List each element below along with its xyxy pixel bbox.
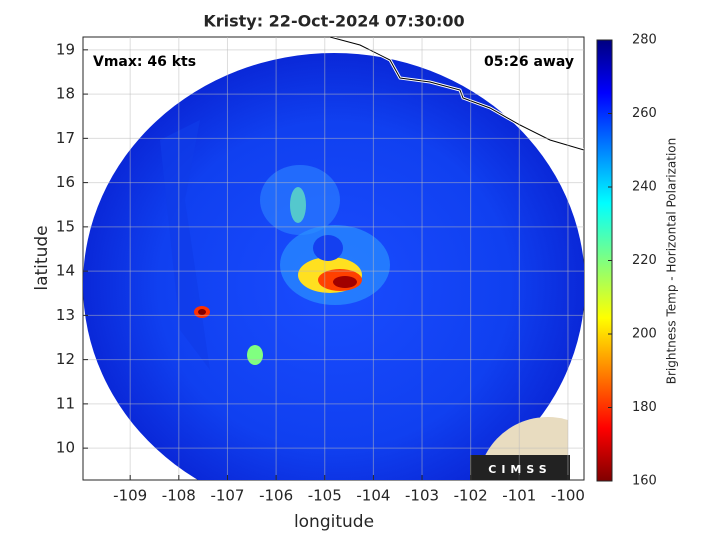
logo-text: CIMSS xyxy=(488,463,551,476)
colorbar-tick-label: 180 xyxy=(632,400,657,415)
colorbar-label: Brightness Temp - Horizontal Polarizatio… xyxy=(665,138,679,385)
x-tick-label: -102 xyxy=(454,487,488,505)
x-tick-label: -108 xyxy=(162,487,196,505)
x-tick-label: -101 xyxy=(502,487,536,505)
time-annotation: 05:26 away xyxy=(484,54,574,70)
y-tick-label: 15 xyxy=(56,217,75,235)
colorbar-tick-label: 200 xyxy=(632,327,657,342)
x-tick-label: -105 xyxy=(308,487,342,505)
x-tick-label: -104 xyxy=(356,487,390,505)
y-tick-label: 10 xyxy=(56,439,75,457)
chart-title: Kristy: 22-Oct-2024 07:30:00 xyxy=(203,12,464,31)
x-tick-label: -103 xyxy=(405,487,439,505)
x-tick-label: -107 xyxy=(210,487,244,505)
colorbar-tick-label: 220 xyxy=(632,253,657,268)
colorbar-tick-label: 260 xyxy=(632,106,657,121)
y-tick-label: 16 xyxy=(56,173,75,191)
y-tick-label: 17 xyxy=(56,129,75,147)
x-tick-label: -106 xyxy=(259,487,293,505)
vmax-annotation: Vmax: 46 kts xyxy=(93,54,196,70)
satellite-image xyxy=(83,37,584,480)
colorbar-tick-label: 240 xyxy=(632,180,657,195)
colorbar-tick-label: 280 xyxy=(632,33,657,48)
y-axis-label: latitude xyxy=(32,225,52,290)
y-tick-label: 13 xyxy=(56,306,75,324)
x-tick-label: -100 xyxy=(551,487,585,505)
y-tick-label: 12 xyxy=(56,350,75,368)
colorbar-tick-label: 160 xyxy=(632,474,657,489)
grid xyxy=(83,37,584,480)
y-tick-label: 19 xyxy=(56,40,75,58)
x-tick-label: -109 xyxy=(113,487,147,505)
y-tick-label: 11 xyxy=(56,394,75,412)
y-tick-label: 18 xyxy=(56,85,75,103)
x-axis-label: longitude xyxy=(294,512,374,532)
y-tick-label: 14 xyxy=(56,262,75,280)
